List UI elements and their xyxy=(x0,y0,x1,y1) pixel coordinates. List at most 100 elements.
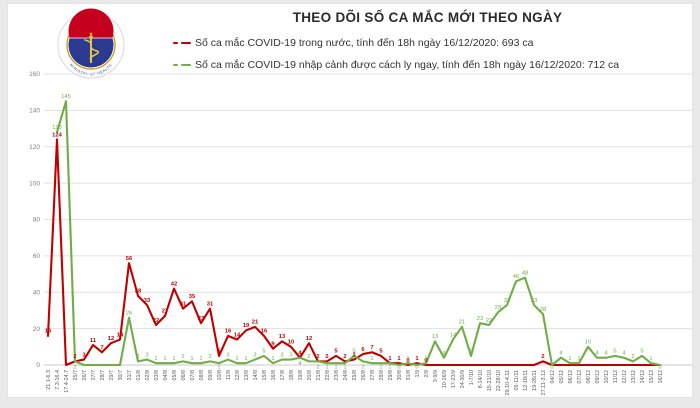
x-axis-tick: 29/7 xyxy=(109,370,115,381)
data-label: 21 xyxy=(459,320,465,326)
data-label: 48 xyxy=(522,271,528,277)
y-axis-tick: 100 xyxy=(29,180,40,187)
data-label: 128 xyxy=(52,125,62,131)
data-label: 0 xyxy=(424,358,427,364)
data-label: 2 xyxy=(316,365,319,371)
chart-card: ★ BỘ Y TẾ MINISTRY OF HEALTH THEO DÕI SỐ… xyxy=(7,3,693,398)
data-label: 3 xyxy=(226,352,229,358)
y-axis-tick: 140 xyxy=(29,108,40,115)
x-axis-tick: 21/8 xyxy=(316,370,322,381)
moh-logo-icon: ★ BỘ Y TẾ MINISTRY OF HEALTH xyxy=(57,8,125,79)
y-axis-tick: 160 xyxy=(29,71,40,78)
data-label: 28 xyxy=(540,307,546,313)
data-label: 5 xyxy=(334,349,338,355)
data-label: 5 xyxy=(352,349,355,355)
data-label: 5 xyxy=(613,349,616,355)
x-axis-tick: 08/12 xyxy=(586,370,592,384)
data-label: 33 xyxy=(144,298,151,304)
x-axis-tick: 27.11-3.12 xyxy=(541,370,547,395)
y-axis-tick: 20 xyxy=(33,326,41,333)
data-label: 1 xyxy=(397,356,401,362)
data-label: 16 xyxy=(225,329,232,335)
data-label: 1 xyxy=(154,356,157,362)
data-label: 16 xyxy=(45,329,52,335)
data-label: 6 xyxy=(361,347,365,353)
x-axis-tick: 19/8 xyxy=(298,370,304,381)
x-axis-tick: 07/12 xyxy=(577,370,583,384)
data-label: 1 xyxy=(415,356,419,362)
data-label: 3 xyxy=(289,352,292,358)
x-axis-tick: 10/8 xyxy=(217,370,223,381)
x-axis-tick: 11/8 xyxy=(226,370,232,380)
star-icon: ★ xyxy=(89,32,94,38)
data-label: 2 xyxy=(208,354,211,360)
data-label: 1 xyxy=(199,356,202,362)
data-label: 2 xyxy=(307,354,310,360)
legend-item-domestic: Số ca mắc COVID-19 trong nước, tính đến … xyxy=(173,32,619,54)
data-label: 3 xyxy=(82,352,86,358)
x-axis-tick: 24-30/9 xyxy=(460,370,466,388)
x-axis-tick: 20/8 xyxy=(307,370,313,381)
x-axis-tick: 12/12 xyxy=(622,370,628,384)
data-label: 2 xyxy=(316,354,319,360)
x-axis-tick: 05/8 xyxy=(172,370,178,381)
x-axis-tick: 30/7 xyxy=(118,370,124,381)
red-dash-icon xyxy=(173,41,191,45)
data-label: 0 xyxy=(550,365,553,371)
x-axis-tick: 31/7 xyxy=(127,370,133,381)
x-axis-tick: 09/8 xyxy=(208,370,214,381)
y-axis-tick: 60 xyxy=(33,253,41,260)
x-axis-tick: 23/8 xyxy=(334,370,340,381)
data-label: 23 xyxy=(477,316,483,322)
x-axis-tick: 7.3-16.4 xyxy=(55,370,61,390)
x-axis-tick: 15-21/10 xyxy=(487,370,493,391)
data-label: 7 xyxy=(100,345,103,351)
x-axis-tick: 1/9 xyxy=(415,370,421,378)
data-label: 9 xyxy=(271,341,275,347)
data-label: 38 xyxy=(135,289,142,295)
data-label: 21 xyxy=(252,320,259,326)
x-axis-tick: 10/12 xyxy=(604,370,610,384)
data-label: 0 xyxy=(658,365,661,371)
data-label: 22 xyxy=(153,318,159,324)
x-axis-tick: 29/8 xyxy=(388,370,394,381)
data-label: 35 xyxy=(189,294,196,300)
x-axis-tick: 13/8 xyxy=(244,370,250,381)
data-label: 26 xyxy=(126,311,132,317)
y-axis-tick: 80 xyxy=(33,217,41,224)
data-label: 27 xyxy=(162,309,168,315)
x-axis-tick: 12-18/11 xyxy=(523,370,529,391)
x-axis-tick: 3-9/9 xyxy=(433,370,439,382)
data-label: 56 xyxy=(126,256,133,262)
data-label: 5 xyxy=(262,349,265,355)
x-axis-tick: 8-14/10 xyxy=(478,370,484,388)
data-label: 2 xyxy=(73,365,76,371)
data-label: 3 xyxy=(253,352,256,358)
x-axis-tick: 14/8 xyxy=(253,370,259,381)
data-label: 145 xyxy=(61,94,71,100)
data-label: 14 xyxy=(234,332,241,338)
data-label: 33 xyxy=(531,298,537,304)
data-label: 23 xyxy=(198,316,205,322)
x-axis-tick: 25/8 xyxy=(352,370,358,381)
x-axis-tick: 28/7 xyxy=(100,370,106,381)
series-line xyxy=(55,100,662,367)
caduceus-icon xyxy=(84,35,100,63)
x-axis-tick: 27/7 xyxy=(91,370,97,381)
x-axis-tick: 04/12 xyxy=(550,370,556,384)
data-label: 1 xyxy=(577,356,580,362)
legend-item-imported: Số ca mắc COVID-19 nhập cảnh được cách l… xyxy=(173,54,619,76)
data-label: 1 xyxy=(568,356,571,362)
x-axis-tick: 17.4-24.7 xyxy=(64,370,70,393)
data-label: 2 xyxy=(181,354,184,360)
data-label: 1 xyxy=(370,356,373,362)
moh-logo: ★ BỘ Y TẾ MINISTRY OF HEALTH xyxy=(48,6,134,91)
x-axis-tick: 09/12 xyxy=(595,370,601,384)
x-axis-tick: 08/8 xyxy=(199,370,205,381)
x-axis-tick: 28/8 xyxy=(379,370,385,381)
x-axis-tick: 26/7 xyxy=(82,370,88,381)
x-axis-tick: 12/8 xyxy=(235,370,241,381)
x-axis-tick: 25/7 xyxy=(73,370,79,381)
y-axis-tick: 120 xyxy=(29,144,40,151)
